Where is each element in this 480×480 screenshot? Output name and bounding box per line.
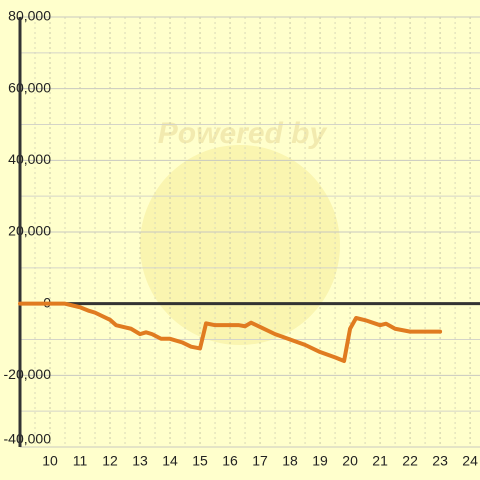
x-tick-label: 18 — [282, 453, 298, 469]
x-tick-label: 15 — [192, 453, 208, 469]
x-tick-label: 12 — [102, 453, 118, 469]
y-tick-label: -20,000 — [4, 366, 52, 382]
x-tick-label: 16 — [222, 453, 238, 469]
x-tick-label: 20 — [342, 453, 358, 469]
y-tick-label: -40,000 — [4, 431, 52, 447]
y-tick-label: 60,000 — [8, 79, 51, 95]
x-tick-label: 13 — [132, 453, 148, 469]
x-tick-label: 24 — [462, 453, 478, 469]
data-line — [18, 301, 443, 363]
y-tick-label: 40,000 — [8, 151, 51, 167]
x-tick-label: 23 — [432, 453, 448, 469]
y-tick-label: 20,000 — [8, 223, 51, 239]
y-tick-label: 80,000 — [8, 8, 51, 24]
x-tick-label: 10 — [42, 453, 58, 469]
x-tick-label: 17 — [252, 453, 268, 469]
x-tick-label: 21 — [372, 453, 388, 469]
watermark: Powered by — [158, 117, 328, 150]
x-tick-label: 11 — [73, 453, 88, 469]
watermark-logo — [140, 145, 340, 345]
x-tick-label: 22 — [402, 453, 418, 469]
x-tick-label: 19 — [312, 453, 328, 469]
x-tick-label: 14 — [162, 453, 178, 469]
